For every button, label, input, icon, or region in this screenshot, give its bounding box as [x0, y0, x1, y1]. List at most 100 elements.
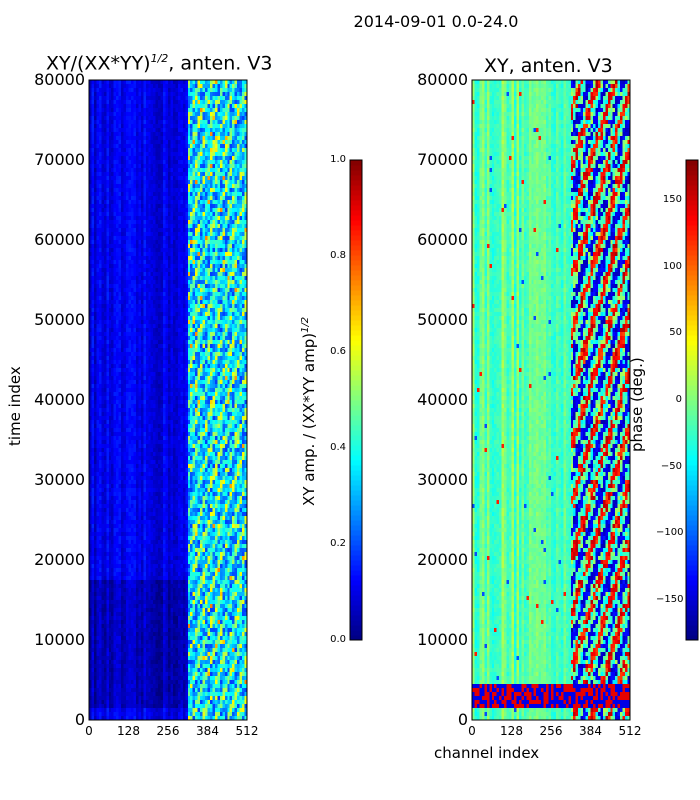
- colorbar-segment: [686, 410, 698, 416]
- colorbar-segment: [350, 295, 362, 301]
- y-tick-label: 10000: [15, 630, 85, 649]
- colorbar-segment: [350, 250, 362, 256]
- colorbar-segment: [686, 560, 698, 566]
- colorbar-segment: [686, 160, 698, 166]
- colorbar-segment: [350, 375, 362, 381]
- y-tick-label: 30000: [15, 470, 85, 489]
- y-tick-label: 0: [15, 710, 85, 729]
- colorbar-segment: [686, 350, 698, 356]
- colorbar-segment: [686, 300, 698, 306]
- colorbar-segment: [350, 600, 362, 606]
- colorbar-segment: [350, 390, 362, 396]
- colorbar-segment: [686, 170, 698, 176]
- colorbar-segment: [350, 215, 362, 221]
- colorbar-segment: [686, 440, 698, 446]
- colorbar-segment: [350, 320, 362, 326]
- x-tick-label: 256: [148, 724, 188, 738]
- colorbar-segment: [686, 495, 698, 501]
- amplitude-colorbar-label: XY amp. / (XX*YY amp)1/2: [300, 317, 318, 506]
- colorbar-segment: [350, 520, 362, 526]
- colorbar-segment: [686, 370, 698, 376]
- colorbar-segment: [350, 605, 362, 611]
- colorbar-tick-label: 100: [656, 261, 682, 272]
- colorbar-segment: [350, 575, 362, 581]
- colorbar-segment: [686, 240, 698, 246]
- colorbar-segment: [350, 350, 362, 356]
- colorbar-segment: [350, 385, 362, 391]
- colorbar-segment: [686, 420, 698, 426]
- x-tick-label: 0: [452, 724, 492, 738]
- colorbar-segment: [350, 330, 362, 336]
- colorbar-segment: [686, 335, 698, 341]
- colorbar-segment: [350, 270, 362, 276]
- colorbar-segment: [350, 425, 362, 431]
- colorbar-segment: [686, 435, 698, 441]
- colorbar-segment: [686, 515, 698, 521]
- colorbar-tick-label: −100: [656, 527, 683, 538]
- colorbar-frame: [349, 159, 363, 641]
- colorbar-segment: [686, 275, 698, 281]
- x-tick-label: 128: [109, 724, 149, 738]
- colorbar-segment: [350, 550, 362, 556]
- colorbar-tick-label: 0.4: [320, 442, 346, 453]
- colorbar-segment: [350, 580, 362, 586]
- colorbar-segment: [350, 205, 362, 211]
- colorbar-segment: [350, 180, 362, 186]
- colorbar-segment: [350, 380, 362, 386]
- colorbar-segment: [686, 290, 698, 296]
- colorbar-segment: [686, 295, 698, 301]
- colorbar-tick-label: −50: [656, 461, 682, 472]
- colorbar-segment: [350, 510, 362, 516]
- colorbar-segment: [350, 340, 362, 346]
- colorbar-segment: [686, 255, 698, 261]
- colorbar-segment: [350, 490, 362, 496]
- colorbar-segment: [686, 215, 698, 221]
- colorbar-segment: [350, 325, 362, 331]
- y-tick-label: 80000: [15, 70, 85, 89]
- phase-colorbar: [685, 159, 699, 641]
- y-tick-label: 70000: [15, 150, 85, 169]
- colorbar-segment: [350, 185, 362, 191]
- colorbar-segment: [350, 410, 362, 416]
- colorbar-segment: [350, 160, 362, 166]
- colorbar-segment: [686, 250, 698, 256]
- colorbar-segment: [686, 270, 698, 276]
- colorbar-segment: [350, 415, 362, 421]
- colorbar-tick-label: 150: [656, 194, 682, 205]
- colorbar-segment: [686, 225, 698, 231]
- colorbar-segment: [350, 430, 362, 436]
- colorbar-segment: [686, 570, 698, 576]
- colorbar-segment: [686, 325, 698, 331]
- left-title-main: XY/(XX*YY): [46, 52, 151, 74]
- colorbar-segment: [686, 610, 698, 616]
- colorbar-segment: [350, 540, 362, 546]
- colorbar-segment: [350, 545, 362, 551]
- colorbar-segment: [350, 260, 362, 266]
- colorbar-segment: [686, 520, 698, 526]
- colorbar-segment: [686, 415, 698, 421]
- colorbar-segment: [350, 315, 362, 321]
- colorbar-segment: [350, 265, 362, 271]
- colorbar-segment: [686, 230, 698, 236]
- colorbar-segment: [350, 310, 362, 316]
- colorbar-tick-label: −150: [656, 594, 683, 605]
- colorbar-segment: [350, 635, 362, 641]
- phase-colorbar-label: phase (deg.): [628, 357, 646, 452]
- colorbar-segment: [686, 625, 698, 631]
- colorbar-segment: [686, 175, 698, 181]
- colorbar-segment: [350, 235, 362, 241]
- x-axis-label: channel index: [434, 744, 539, 762]
- colorbar-segment: [686, 565, 698, 571]
- colorbar-segment: [686, 430, 698, 436]
- colorbar-segment: [350, 625, 362, 631]
- y-tick-label: 50000: [15, 310, 85, 329]
- y-tick-label: 70000: [398, 150, 468, 169]
- colorbar-segment: [686, 285, 698, 291]
- colorbar-segment: [350, 440, 362, 446]
- colorbar-segment: [686, 505, 698, 511]
- x-tick-label: 384: [188, 724, 228, 738]
- colorbar-segment: [686, 585, 698, 591]
- y-tick-label: 40000: [398, 390, 468, 409]
- colorbar-segment: [350, 220, 362, 226]
- colorbar-segment: [686, 580, 698, 586]
